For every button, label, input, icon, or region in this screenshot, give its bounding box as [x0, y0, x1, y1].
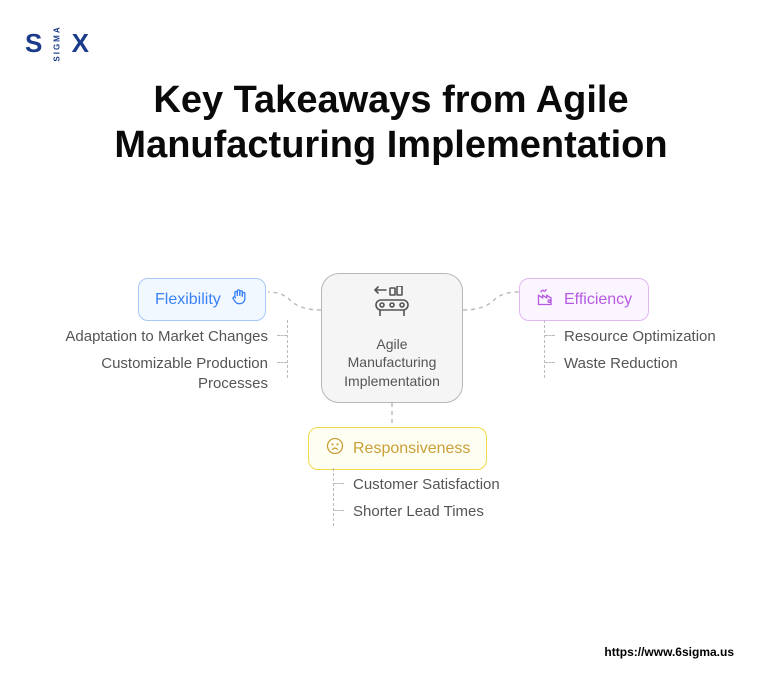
- resp-tick-1: [334, 483, 344, 484]
- logo-s: S: [25, 28, 41, 59]
- flex-item-1: Adaptation to Market Changes: [18, 327, 268, 347]
- branch-efficiency: Efficiency: [519, 278, 649, 321]
- resp-tick-2: [334, 510, 344, 511]
- conveyor-icon: [370, 286, 414, 329]
- footer-url: https://www.6sigma.us: [604, 645, 734, 659]
- flex-tick-2: [277, 362, 287, 363]
- resp-item-2: Shorter Lead Times: [353, 502, 484, 522]
- face-icon: [325, 436, 345, 461]
- responsiveness-label: Responsiveness: [353, 440, 470, 458]
- center-label: Agile Manufacturing Implementation: [332, 335, 452, 390]
- flex-tick-1: [277, 335, 287, 336]
- page-title: Key Takeaways from Agile Manufacturing I…: [0, 78, 782, 168]
- hand-icon: [229, 287, 249, 312]
- branch-responsiveness: Responsiveness: [308, 427, 487, 470]
- logo-x: X: [72, 28, 88, 59]
- flexibility-label: Flexibility: [155, 291, 221, 309]
- eff-item-2: Waste Reduction: [564, 354, 678, 374]
- eff-tick-2: [545, 362, 555, 363]
- factory-icon: [536, 287, 556, 312]
- flex-item-2: Customizable Production Processes: [58, 354, 268, 395]
- eff-item-1: Resource Optimization: [564, 327, 716, 347]
- diagram: Agile Manufacturing Implementation Flexi…: [0, 260, 782, 580]
- branch-flexibility: Flexibility: [138, 278, 266, 321]
- efficiency-label: Efficiency: [564, 291, 632, 309]
- center-node: Agile Manufacturing Implementation: [321, 273, 463, 403]
- logo: S SIGMA X: [25, 28, 88, 59]
- resp-item-1: Customer Satisfaction: [353, 475, 500, 495]
- logo-sigma: SIGMA: [53, 25, 62, 61]
- resp-spine: [333, 468, 334, 526]
- flex-spine: [287, 320, 288, 378]
- eff-spine: [544, 320, 545, 378]
- eff-tick-1: [545, 335, 555, 336]
